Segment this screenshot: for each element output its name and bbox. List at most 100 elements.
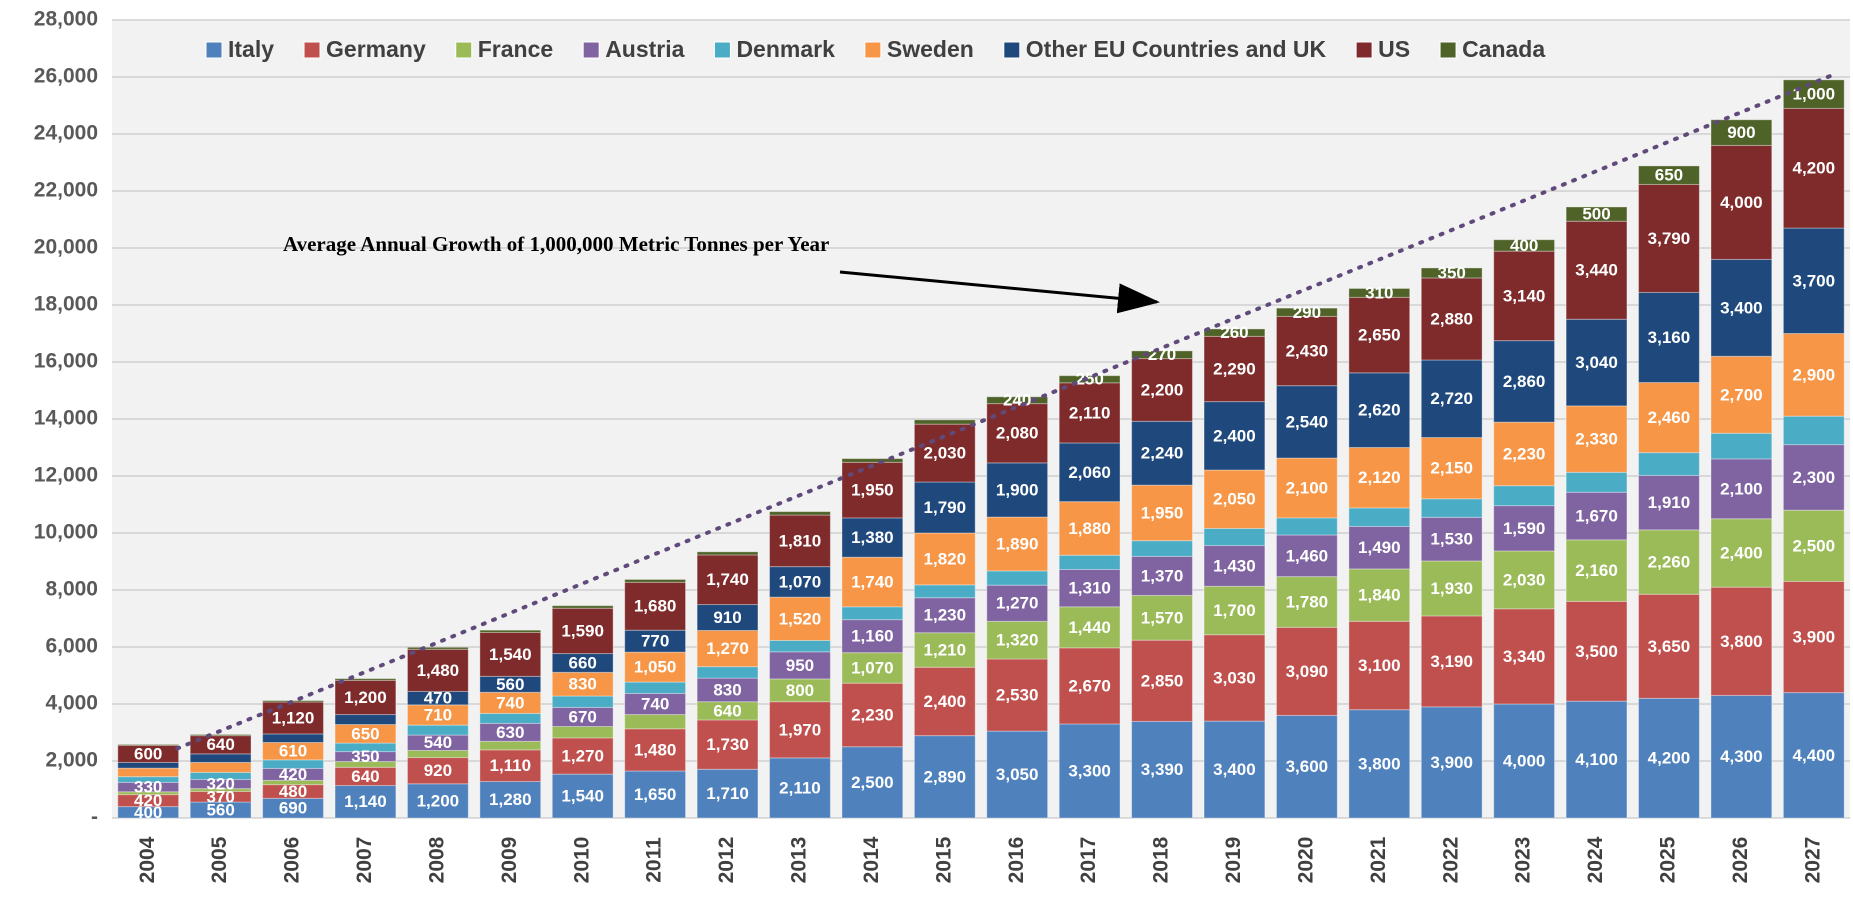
data-label: 470: [424, 689, 452, 708]
x-tick-label: 2019: [1222, 837, 1245, 884]
data-label: 1,650: [634, 785, 677, 804]
data-label: 1,480: [417, 661, 460, 680]
bar-segment: [1420, 516, 1483, 562]
y-tick-label: 10,000: [34, 521, 98, 544]
data-label: 2,700: [1720, 385, 1763, 404]
data-label: 1,810: [779, 531, 822, 550]
bar-segment: [1638, 382, 1700, 454]
data-label: 420: [279, 765, 307, 784]
data-label: 2,230: [851, 705, 894, 724]
legend-label: Sweden: [887, 36, 974, 62]
bar-segment: [1348, 709, 1411, 819]
y-tick-label: 16,000: [34, 350, 98, 373]
x-tick-label: 2022: [1439, 837, 1462, 884]
bar-segment: [696, 629, 759, 668]
bar-segment: [1203, 527, 1266, 547]
legend-label: Canada: [1462, 36, 1545, 62]
data-label: 1,910: [1648, 493, 1691, 512]
data-label: 2,540: [1286, 412, 1329, 431]
data-label: 3,340: [1503, 647, 1546, 666]
bar-segment: [1710, 518, 1773, 588]
data-label: 2,400: [1720, 543, 1763, 562]
bar-segment: [262, 779, 324, 786]
data-label: 1,540: [561, 787, 604, 806]
bar-segment: [1348, 296, 1411, 374]
bar-segment: [624, 651, 687, 683]
bar-segment: [479, 740, 542, 751]
legend-swatch: [1439, 41, 1457, 59]
bar-segment: [189, 771, 252, 781]
data-label: 1,440: [1068, 618, 1111, 637]
data-label: 3,390: [1141, 760, 1184, 779]
data-label: 1,270: [996, 594, 1039, 613]
data-label: 1,380: [851, 528, 894, 547]
bar-segment: [841, 517, 904, 558]
bar-segment: [1275, 385, 1338, 459]
data-label: 260: [1220, 323, 1248, 342]
bar-segment: [1058, 568, 1121, 608]
bar-segment: [1131, 540, 1193, 557]
data-label: 1,710: [706, 784, 749, 803]
data-label: 1,840: [1358, 586, 1401, 605]
bar-segment: [1420, 359, 1483, 439]
data-label: 3,600: [1286, 757, 1329, 776]
data-label: 1,270: [561, 746, 604, 765]
data-label: 610: [279, 742, 307, 761]
data-label: 600: [134, 744, 162, 763]
bar-segment: [1638, 165, 1700, 185]
bar-segment: [1493, 485, 1556, 507]
legend-swatch: [713, 41, 731, 59]
data-label: 3,090: [1286, 662, 1329, 681]
bar-segment: [1348, 447, 1411, 509]
data-label: 1,590: [561, 621, 604, 640]
data-label: 3,400: [1213, 760, 1256, 779]
bar-segment: [1131, 484, 1193, 542]
x-tick-label: 2017: [1077, 837, 1100, 884]
bar-segment: [1203, 469, 1266, 529]
bar-segment: [1058, 606, 1121, 649]
data-label: 1,430: [1213, 556, 1256, 575]
x-tick-label: 2008: [425, 836, 448, 883]
bar-segment: [913, 532, 976, 586]
data-label: 2,290: [1213, 359, 1256, 378]
annotation-arrow: [839, 270, 1160, 314]
bar-segment: [406, 646, 469, 650]
data-label: 1,110: [489, 756, 531, 775]
bar-segment: [334, 678, 397, 681]
bar-segment: [1348, 620, 1411, 711]
x-tick-label: 2025: [1657, 836, 1680, 883]
data-label: 2,260: [1648, 553, 1691, 572]
legend-label: Germany: [326, 36, 426, 62]
bar-segment: [1782, 692, 1845, 819]
bar-segment: [986, 730, 1049, 819]
y-tick-label: 20,000: [34, 236, 98, 259]
bar-segment: [1493, 250, 1556, 342]
data-label: 3,440: [1575, 261, 1618, 280]
bar-segment: [1782, 509, 1845, 582]
bar-segment: [1275, 307, 1338, 317]
bar-segment: [1420, 560, 1483, 617]
bar-segment: [551, 695, 614, 708]
data-label: 740: [641, 694, 669, 713]
data-label: 3,900: [1793, 628, 1836, 647]
bar-segment: [1058, 647, 1121, 725]
data-label: 1,880: [1068, 519, 1111, 538]
legend-swatch: [455, 41, 473, 59]
data-label: 1,790: [924, 498, 967, 517]
x-tick-label: 2026: [1729, 837, 1752, 884]
data-label: 2,850: [1141, 671, 1184, 690]
bar-segment: [406, 757, 469, 785]
y-tick-label: 14,000: [34, 407, 98, 430]
bar-segment: [551, 737, 614, 775]
data-label: 1,780: [1286, 592, 1329, 611]
bar-segment: [1710, 432, 1773, 460]
bar-segment: [1203, 335, 1266, 403]
data-label: 1,230: [924, 606, 967, 625]
data-label: 770: [641, 632, 669, 651]
data-label: 3,140: [1503, 286, 1546, 305]
bar-segment: [1782, 107, 1845, 229]
data-label: 1,310: [1068, 579, 1111, 598]
x-tick-label: 2014: [860, 836, 883, 883]
data-label: 2,080: [996, 424, 1039, 443]
data-label: 1,120: [272, 708, 315, 727]
